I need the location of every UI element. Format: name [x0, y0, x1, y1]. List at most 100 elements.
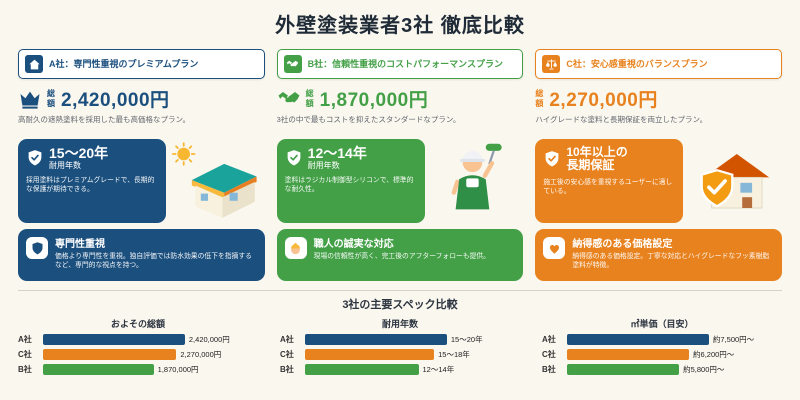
- company-a-strength-title: 専門性重視: [55, 239, 105, 250]
- chart-row-label: C社: [18, 350, 32, 359]
- chart-bar-track: 約7,500円〜: [567, 334, 782, 345]
- chart-row: C社 15〜18年: [280, 349, 520, 360]
- company-a-header: A社：専門性重視のプレミアムプラン: [18, 49, 265, 79]
- house-with-sun-illustration: [170, 139, 265, 223]
- chart-bar: [305, 334, 447, 345]
- chart-row: B社 約5,800円〜: [542, 364, 782, 375]
- chart-bar-value: 1,870,000円: [157, 365, 199, 374]
- chart-bar-value: 2,420,000円: [188, 335, 230, 344]
- chart-bar-value: 約5,800円〜: [683, 365, 725, 374]
- company-c-strength-title: 納得感のある価格設定: [572, 239, 673, 250]
- company-a-strength-box: 専門性重視 価格より専門性を重視。独自評価では防水効果の低下を指摘するなど、専門…: [18, 229, 265, 281]
- comparison-title: 3社の主要スペック比較: [342, 299, 458, 311]
- comparison-charts: およその総額 A社 2,420,000円 C社 2,270,000円 B社: [18, 317, 782, 379]
- chart-row: A社 2,420,000円: [18, 334, 258, 345]
- company-b-header: B社：信頼性重視のコストパフォーマンスプラン: [276, 49, 524, 79]
- chart-bar-value: 15〜18年: [438, 350, 470, 359]
- chart-bar: [305, 349, 435, 360]
- company-b-strength-box: 職人の誠実な対応 現場の信頼性が高く、完工後のアフターフォローも提供。: [276, 229, 524, 281]
- page-title: 外壁塗装業者3社 徹底比較: [275, 15, 525, 37]
- company-b-durability-years: 12〜14年: [307, 145, 367, 161]
- company-a-durability-box: 15〜20年 耐用年数 採用塗料はプレミアムグレードで、長期的な保護が期待できる…: [18, 139, 166, 223]
- company-b-column: B社：信頼性重視のコストパフォーマンスプラン 総額 1,870,000円 3社の…: [276, 49, 524, 281]
- chart-row-label: A社: [280, 335, 294, 344]
- company-c-warranty-label: 長期保証: [566, 158, 615, 173]
- company-c-warranty-years: 10年以上の: [566, 145, 628, 159]
- company-a-price: 2,420,000円: [61, 90, 170, 111]
- company-b-strength-desc: 現場の信頼性が高く、完工後のアフターフォローも提供。: [313, 253, 490, 260]
- chart-bar-track: 1,870,000円: [43, 364, 258, 375]
- company-a-column: A社：専門性重視のプレミアムプラン 総額 2,420,000円 高耐久の遮熱塗料…: [18, 49, 265, 281]
- chart-bar: [567, 349, 690, 360]
- chart-row: B社 1,870,000円: [18, 364, 258, 375]
- company-c-price-row: 総額 2,270,000円: [535, 85, 782, 112]
- company-b-strength-title: 職人の誠実な対応: [313, 239, 394, 250]
- chart-bar-track: 12〜14年: [305, 364, 520, 375]
- chart-bar-track: 約5,800円〜: [567, 364, 782, 375]
- company-c-strength-box: 納得感のある価格設定 納得感のある価格設定。丁寧な対応とハイグレードなフッ素樹脂…: [535, 229, 783, 281]
- chart-row-label: B社: [18, 365, 32, 374]
- company-c-column: C社：安心感重視のバランスプラン 総額 2,270,000円 ハイグレードな塗料…: [535, 49, 783, 281]
- total-price-label: 総額: [47, 89, 55, 108]
- chart-row-label: A社: [542, 335, 556, 344]
- company-b-price-row: 総額 1,870,000円: [277, 85, 524, 112]
- worker-helmet-icon: [284, 237, 307, 259]
- company-c-feature-row: 10年以上の 長期保証 施工後の安心感を重視するユーザーに適している。: [535, 139, 782, 223]
- company-c-strength-desc: 納得感のある価格設定。丁寧な対応とハイグレードなフッ素樹脂塗料が特徴。: [572, 253, 770, 270]
- chart-row-label: A社: [18, 335, 32, 344]
- chart-bar-value: 約7,500円〜: [712, 335, 755, 344]
- chart-bar-track: 15〜20年: [305, 334, 520, 345]
- chart-bar-value: 2,270,000円: [180, 350, 222, 359]
- chart-bar-value: 15〜20年: [450, 335, 483, 344]
- chart-bar-track: 15〜18年: [305, 349, 520, 360]
- company-a-durability-desc: 採用塗料はプレミアムグレードで、長期的な保護が期待できる。: [26, 176, 155, 193]
- chart-total-price: およその総額 A社 2,420,000円 C社 2,270,000円 B社: [18, 317, 258, 379]
- company-b-durability-box: 12〜14年 耐用年数 塗料はラジカル制御型シリコンで、標準的な耐久性。: [276, 139, 425, 223]
- shield-check-icon: [28, 150, 42, 166]
- chart-row: A社 15〜20年: [280, 334, 520, 345]
- chart-row-label: C社: [542, 350, 556, 359]
- company-b-feature-row: 12〜14年 耐用年数 塗料はラジカル制御型シリコンで、標準的な耐久性。: [276, 139, 524, 223]
- chart-durability: 耐用年数 A社 15〜20年 C社 15〜18年 B社 12〜14: [280, 317, 520, 379]
- shield-check-icon: [545, 151, 559, 167]
- company-b-summary: 3社の中で最もコストを抑えたスタンダードなプラン。: [276, 115, 461, 124]
- chart-bar: [43, 364, 154, 375]
- chart-bar-track: 2,420,000円: [43, 334, 258, 345]
- chart-bar: [43, 334, 185, 345]
- chart-bar: [305, 364, 419, 375]
- chart-row: C社 2,270,000円: [18, 349, 258, 360]
- chart-row-label: B社: [542, 365, 556, 374]
- shield-icon: [26, 237, 48, 259]
- handshake-icon: [283, 55, 302, 73]
- company-b-durability-label: 耐用年数: [307, 160, 340, 170]
- company-c-summary: ハイグレードな塗料と長期保証を両立したプラン。: [535, 115, 708, 124]
- chart-row: B社 12〜14年: [280, 364, 520, 375]
- chart-title: 耐用年数: [381, 319, 418, 329]
- comparison-columns: A社：専門性重視のプレミアムプラン 総額 2,420,000円 高耐久の遮熱塗料…: [0, 38, 800, 281]
- chart-row-label: B社: [280, 365, 294, 374]
- chart-bar: [43, 349, 177, 360]
- company-a-durability-label: 耐用年数: [49, 160, 81, 170]
- chart-bar-track: 2,270,000円: [43, 349, 258, 360]
- company-c-header: C社：安心感重視のバランスプラン: [535, 49, 783, 79]
- chart-bar-track: 約6,200円〜: [567, 349, 782, 360]
- company-b-durability-desc: 塗料はラジカル制御型シリコンで、標準的な耐久性。: [284, 176, 414, 193]
- chart-title: およその総額: [110, 319, 165, 329]
- total-price-label: 総額: [535, 89, 544, 108]
- heart-icon: [543, 237, 566, 259]
- company-c-warranty-desc: 施工後の安心感を重視するユーザーに適している。: [543, 178, 673, 196]
- crown-icon: [18, 87, 42, 111]
- chart-bar: [567, 364, 680, 375]
- company-a-plan-title: A社：専門性重視のプレミアムプラン: [49, 58, 199, 69]
- company-a-feature-row: 15〜20年 耐用年数 採用塗料はプレミアムグレードで、長期的な保護が期待できる…: [18, 139, 265, 223]
- company-b-price: 1,870,000円: [319, 90, 429, 111]
- company-c-price: 2,270,000円: [549, 90, 658, 111]
- company-b-plan-title: B社：信頼性重視のコストパフォーマンスプラン: [307, 58, 503, 69]
- shield-check-icon: [287, 150, 301, 166]
- chart-row: C社 約6,200円〜: [542, 349, 782, 360]
- total-price-label: 総額: [305, 89, 314, 108]
- house-icon: [25, 55, 43, 73]
- company-a-durability-years: 15〜20年: [49, 145, 109, 161]
- company-c-warranty-box: 10年以上の 長期保証 施工後の安心感を重視するユーザーに適している。: [535, 139, 684, 223]
- chart-row: A社 約7,500円〜: [542, 334, 782, 345]
